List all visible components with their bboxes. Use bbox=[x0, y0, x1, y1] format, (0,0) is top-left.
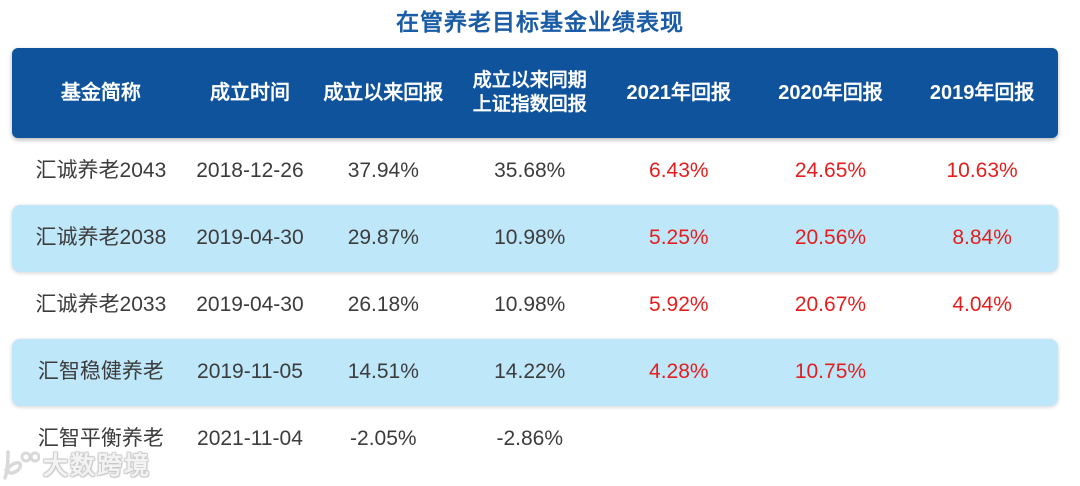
column-header-return-since-inception: 成立以来回报 bbox=[323, 81, 444, 104]
fund-name: 汇诚养老2033 bbox=[35, 293, 167, 317]
return-2020: 20.56% bbox=[794, 226, 867, 250]
column-header-fund-name: 基金简称 bbox=[60, 81, 141, 104]
inception-date: 2021-11-04 bbox=[197, 427, 303, 451]
sse-index-return: 10.98% bbox=[494, 226, 566, 250]
column-header-sse-index-return: 成立以来同期 上证指数回报 bbox=[472, 70, 587, 115]
return-2019: 8.84% bbox=[952, 226, 1012, 250]
sse-index-return: 14.22% bbox=[494, 360, 566, 384]
return-2020: 10.75% bbox=[794, 360, 867, 384]
return-since-inception: 14.51% bbox=[347, 360, 419, 384]
table-row: 汇智平衡养老 2021-11-04 -2.05% -2.86% bbox=[12, 406, 1058, 473]
column-header-inception-date: 成立时间 bbox=[209, 81, 290, 104]
fund-performance-table: 基金简称 成立时间 成立以来回报 成立以来同期 上证指数回报 2021年回报 2… bbox=[12, 48, 1058, 473]
return-since-inception: 37.94% bbox=[347, 159, 419, 183]
fund-name: 汇诚养老2038 bbox=[35, 226, 167, 250]
inception-date: 2019-11-05 bbox=[197, 360, 303, 384]
return-2021: 4.28% bbox=[649, 360, 709, 384]
return-since-inception: 29.87% bbox=[347, 226, 419, 250]
fund-name: 汇智平衡养老 bbox=[37, 427, 164, 451]
return-2021: 5.25% bbox=[649, 226, 709, 250]
column-header-2021-return: 2021年回报 bbox=[626, 81, 732, 104]
inception-date: 2018-12-26 bbox=[196, 159, 304, 183]
return-2021: 5.92% bbox=[649, 293, 709, 317]
column-header-2019-return: 2019年回报 bbox=[929, 81, 1035, 104]
return-2021: 6.43% bbox=[649, 159, 709, 183]
return-2019: 10.63% bbox=[946, 159, 1018, 183]
return-since-inception: 26.18% bbox=[347, 293, 419, 317]
table-row: 汇诚养老2043 2018-12-26 37.94% 35.68% 6.43% … bbox=[12, 138, 1058, 205]
inception-date: 2019-04-30 bbox=[196, 293, 304, 317]
table-row: 汇诚养老2038 2019-04-30 29.87% 10.98% 5.25% … bbox=[12, 205, 1058, 272]
page-title: 在管养老目标基金业绩表现 bbox=[396, 9, 684, 35]
column-header-2020-return: 2020年回报 bbox=[778, 81, 883, 104]
sse-index-return: -2.86% bbox=[496, 427, 564, 451]
sse-index-return: 10.98% bbox=[494, 293, 566, 317]
table-header-row: 基金简称 成立时间 成立以来回报 成立以来同期 上证指数回报 2021年回报 2… bbox=[12, 48, 1058, 138]
return-2020: 20.67% bbox=[794, 293, 867, 317]
return-2019: 4.04% bbox=[952, 293, 1012, 317]
inception-date: 2019-04-30 bbox=[196, 226, 304, 250]
table-row: 汇智稳健养老 2019-11-05 14.51% 14.22% 4.28% 10… bbox=[12, 339, 1058, 406]
sse-index-return: 35.68% bbox=[494, 159, 566, 183]
return-since-inception: -2.05% bbox=[350, 427, 417, 451]
return-2020: 24.65% bbox=[794, 159, 867, 183]
fund-name: 汇诚养老2043 bbox=[35, 159, 167, 183]
table-row: 汇诚养老2033 2019-04-30 26.18% 10.98% 5.92% … bbox=[12, 272, 1058, 339]
fund-name: 汇智稳健养老 bbox=[37, 360, 164, 384]
